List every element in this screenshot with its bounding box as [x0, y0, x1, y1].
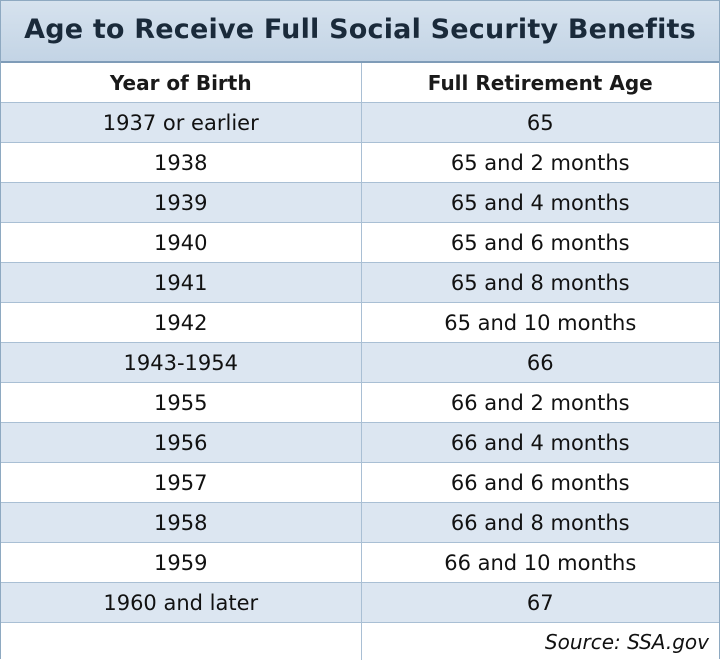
header-row: Year of Birth Full Retirement Age — [1, 63, 719, 103]
table-row: 1939 65 and 4 months — [1, 183, 719, 223]
table-row: 1956 66 and 4 months — [1, 423, 719, 463]
age-cell: 66 and 8 months — [361, 503, 719, 543]
empty-cell — [1, 623, 361, 660]
source-note: Source: SSA.gov — [361, 623, 719, 660]
age-cell: 67 — [361, 583, 719, 623]
year-cell: 1941 — [1, 263, 361, 303]
table-row: 1960 and later 67 — [1, 583, 719, 623]
year-cell: 1942 — [1, 303, 361, 343]
table-row: 1959 66 and 10 months — [1, 543, 719, 583]
table-row: 1937 or earlier 65 — [1, 103, 719, 143]
year-cell: 1943-1954 — [1, 343, 361, 383]
age-cell: 65 and 10 months — [361, 303, 719, 343]
year-cell: 1956 — [1, 423, 361, 463]
year-cell: 1959 — [1, 543, 361, 583]
table-row: 1958 66 and 8 months — [1, 503, 719, 543]
age-cell: 65 and 6 months — [361, 223, 719, 263]
age-cell: 66 and 2 months — [361, 383, 719, 423]
table-row: 1957 66 and 6 months — [1, 463, 719, 503]
age-cell: 66 and 10 months — [361, 543, 719, 583]
header-year-of-birth: Year of Birth — [1, 63, 361, 103]
age-cell: 65 and 4 months — [361, 183, 719, 223]
year-cell: 1938 — [1, 143, 361, 183]
retirement-age-table: Year of Birth Full Retirement Age 1937 o… — [1, 63, 719, 660]
year-cell: 1957 — [1, 463, 361, 503]
year-cell: 1937 or earlier — [1, 103, 361, 143]
year-cell: 1960 and later — [1, 583, 361, 623]
year-cell: 1939 — [1, 183, 361, 223]
table-row: 1938 65 and 2 months — [1, 143, 719, 183]
table-row: 1940 65 and 6 months — [1, 223, 719, 263]
table-row: 1955 66 and 2 months — [1, 383, 719, 423]
age-cell: 65 and 8 months — [361, 263, 719, 303]
age-cell: 65 and 2 months — [361, 143, 719, 183]
age-cell: 65 — [361, 103, 719, 143]
table-row: 1941 65 and 8 months — [1, 263, 719, 303]
year-cell: 1940 — [1, 223, 361, 263]
year-cell: 1958 — [1, 503, 361, 543]
year-cell: 1955 — [1, 383, 361, 423]
age-cell: 66 and 4 months — [361, 423, 719, 463]
age-cell: 66 — [361, 343, 719, 383]
source-row: Source: SSA.gov — [1, 623, 719, 660]
age-cell: 66 and 6 months — [361, 463, 719, 503]
table-row: 1943-1954 66 — [1, 343, 719, 383]
table-row: 1942 65 and 10 months — [1, 303, 719, 343]
table-title: Age to Receive Full Social Security Bene… — [1, 1, 719, 63]
header-full-retirement-age: Full Retirement Age — [361, 63, 719, 103]
